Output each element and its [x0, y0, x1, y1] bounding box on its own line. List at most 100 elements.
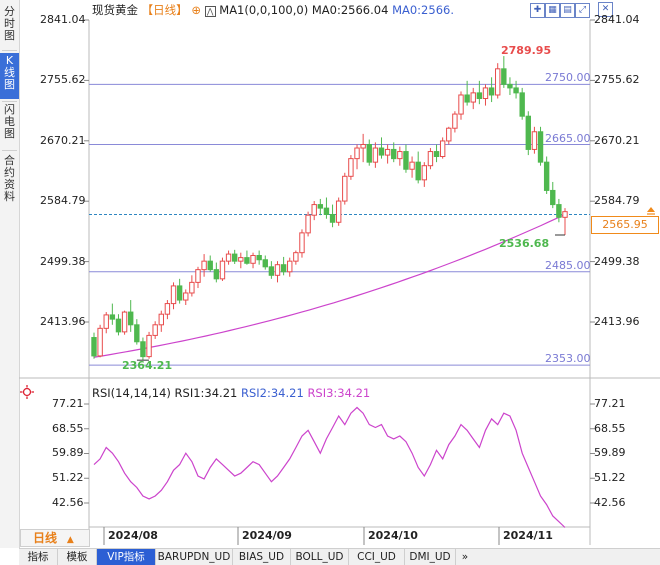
candle: [91, 332, 97, 359]
tab-contract-info[interactable]: 合约资料: [0, 155, 19, 211]
candle: [250, 252, 256, 269]
indicator-tab-bar: 指标 模板 VIP指标 BARUPDN_UD BIAS_UD BOLL_UD C…: [19, 548, 660, 565]
tab-kline[interactable]: K线图: [0, 53, 19, 99]
tab-bias-ud[interactable]: BIAS_UD: [233, 549, 291, 565]
price-axis-ticks: [84, 19, 595, 323]
date-label: 2024/11: [503, 529, 553, 542]
rsi-axis-label: 51.22: [594, 471, 626, 485]
tab-dmi-ud[interactable]: DMI_UD: [405, 549, 456, 565]
candle: [109, 303, 116, 325]
level-label-2353: 2353.00: [545, 352, 591, 365]
candles: [91, 56, 568, 361]
tab-kline-label: K线图: [4, 54, 15, 91]
candle: [244, 250, 250, 265]
candle: [170, 282, 177, 310]
rsi3-value: RSI3:34.21: [307, 386, 371, 400]
rsi-params[interactable]: RSI(14,14,14): [92, 386, 171, 400]
candle: [140, 337, 146, 361]
candle: [488, 77, 495, 103]
rsi-axis-label: 59.89: [52, 446, 84, 460]
price-axis-label: 2755.62: [40, 73, 86, 87]
rsi-axis-ticks: [84, 403, 595, 504]
chart-header: 现货黄金 【日线】 ⊕ ⋀ MA1(0,0,100,0) MA0:2566.04…: [92, 2, 454, 18]
rsi2-value: RSI2:34.21: [240, 386, 304, 400]
side-tab-bar: 分时图 K线图 闪电图 合约资料: [0, 0, 20, 548]
price-axis-label: 2413.96: [40, 315, 86, 328]
price-axis-label: 2584.79: [40, 194, 86, 208]
candle: [164, 300, 171, 320]
candle: [219, 257, 226, 281]
level-lines: [89, 83, 590, 366]
candle: [452, 111, 458, 133]
candle: [256, 250, 262, 265]
candle: [501, 56, 507, 88]
crosshair-icon[interactable]: ⊕: [191, 3, 201, 17]
tab-barupdn-ud[interactable]: BARUPDN_UD: [156, 549, 233, 565]
candle: [519, 87, 525, 120]
ma0-value-a: MA0:2566.04: [311, 3, 389, 17]
chart-toolbar: ✚ ▦ ▤ ⤢: [530, 2, 592, 18]
date-label: 2024/08: [108, 529, 158, 542]
candle: [482, 84, 489, 106]
tab-templates[interactable]: 模板: [58, 549, 97, 565]
tab-lightning-label: 闪电图: [4, 103, 15, 140]
ma-line: [93, 213, 566, 358]
close-icon[interactable]: ✕: [598, 2, 613, 17]
candle: [397, 146, 403, 166]
candle: [421, 162, 428, 187]
candle: [293, 250, 299, 265]
layout-icon[interactable]: ▤: [560, 3, 575, 18]
candle: [348, 155, 354, 180]
tab-indicators[interactable]: 指标: [19, 549, 58, 565]
date-axis-ticks: [103, 527, 500, 545]
candle: [513, 80, 519, 99]
candle: [134, 319, 140, 345]
rsi-axis-label: 68.55: [594, 421, 626, 435]
rsi-axis-label: 77.21: [594, 397, 626, 410]
candle: [115, 314, 122, 336]
more-tabs-icon[interactable]: »: [461, 551, 469, 563]
rsi-settings-icon[interactable]: [20, 384, 34, 399]
tab-cci-ud[interactable]: CCI_UD: [349, 549, 405, 565]
rsi-header: RSI(14,14,14) RSI1:34.21 RSI2:34.21 RSI3…: [92, 386, 370, 400]
instrument-name: 现货黄金: [92, 3, 138, 17]
tab-boll-ud[interactable]: BOLL_UD: [291, 549, 349, 565]
tab-vip-indicators[interactable]: VIP指标: [97, 549, 156, 565]
candle: [207, 255, 213, 272]
price-axis-label: 2841.04: [40, 13, 86, 26]
level-label-2665: 2665.00: [545, 132, 591, 145]
price-up-arrow-icon: [647, 207, 655, 212]
candle: [201, 254, 207, 277]
period-label[interactable]: 【日线】: [141, 3, 188, 17]
expand-icon[interactable]: ⤢: [575, 3, 590, 18]
period-button[interactable]: 日线 ▲: [20, 529, 90, 547]
candle: [305, 211, 311, 237]
candle: [262, 255, 268, 270]
grid-icon[interactable]: ▦: [545, 3, 560, 18]
low-annotation: 2364.21: [122, 359, 173, 372]
candle: [268, 261, 275, 279]
ma-params[interactable]: MA1(0,0,100,0): [219, 3, 309, 17]
price-axis-label: 2584.79: [594, 194, 640, 208]
candle: [378, 137, 385, 159]
rsi-axis-label: 77.21: [52, 397, 84, 410]
price-axis-label: 2841.04: [594, 13, 640, 26]
tab-timeshare[interactable]: 分时图: [0, 6, 19, 46]
ma-toggle-icon[interactable]: ⋀: [204, 6, 216, 17]
tab-lightning[interactable]: 闪电图: [0, 104, 19, 144]
candle: [280, 256, 287, 276]
candle: [274, 261, 281, 283]
candle: [231, 249, 238, 264]
period-button-label: 日线: [33, 531, 58, 545]
candle: [507, 77, 513, 95]
candle: [311, 201, 317, 221]
candle: [427, 148, 434, 170]
price-axis-label: 2755.62: [594, 73, 640, 87]
candle: [550, 181, 556, 209]
rsi-axis-label: 59.89: [594, 446, 626, 460]
candle: [458, 91, 464, 120]
add-crosshair-icon[interactable]: ✚: [530, 3, 545, 18]
price-axis-label: 2413.96: [594, 315, 640, 328]
level-label-2485: 2485.00: [545, 259, 591, 272]
date-label: 2024/10: [368, 529, 418, 542]
